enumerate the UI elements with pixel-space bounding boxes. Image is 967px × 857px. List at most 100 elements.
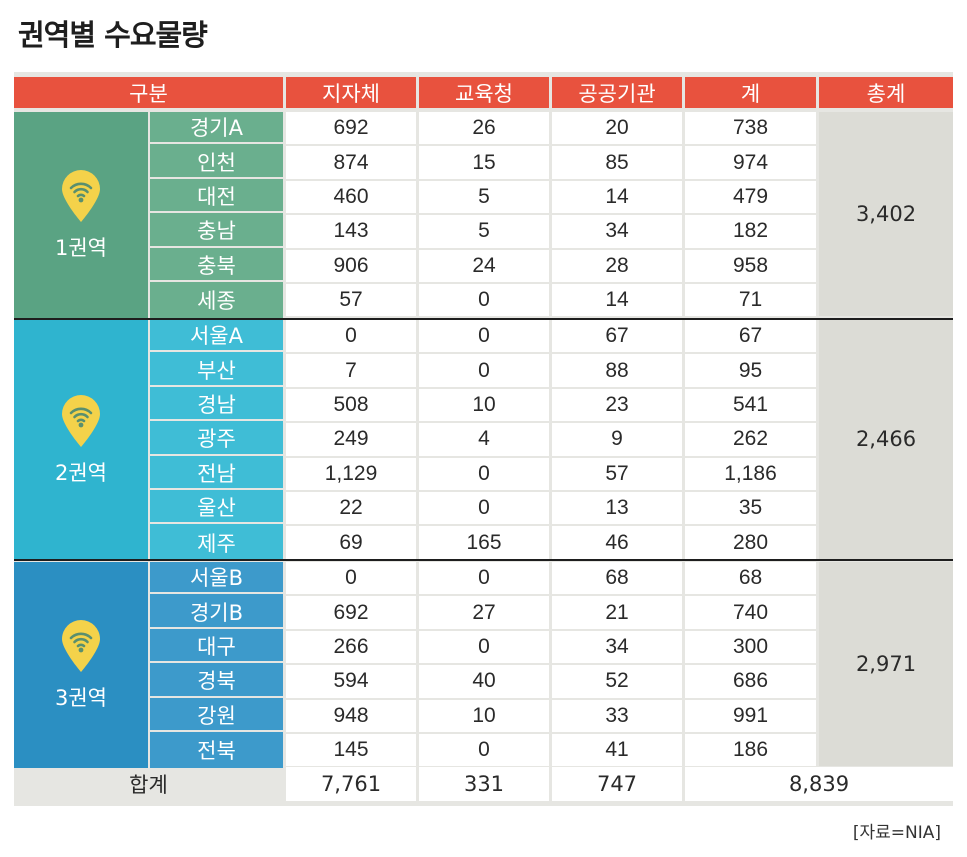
cell-sum: 35 [685, 492, 816, 525]
cell-local: 143 [286, 215, 416, 248]
cell-sum: 95 [685, 354, 816, 387]
cell-public: 21 [552, 596, 682, 629]
cell-local: 57 [286, 284, 416, 317]
cell-local: 906 [286, 249, 416, 282]
cell-sum: 958 [685, 249, 816, 282]
cell-edu: 0 [419, 354, 549, 387]
cell-sum: 182 [685, 215, 816, 248]
region-total: 2,971 [819, 562, 953, 767]
cell-edu: 10 [419, 388, 549, 422]
cell-public: 20 [552, 112, 682, 145]
region-block: 1권역 [14, 112, 148, 319]
cell-local: 0 [286, 320, 416, 353]
cell-local: 0 [286, 562, 416, 595]
cell-edu: 0 [419, 734, 549, 767]
cell-local: 508 [286, 388, 416, 422]
cell-public: 46 [552, 526, 682, 559]
header-local-gov: 지자체 [286, 77, 416, 108]
cell-edu: 40 [419, 665, 549, 698]
area-column [150, 562, 283, 769]
summary-local: 7,761 [286, 767, 416, 801]
source-note: [자료=NIA] [852, 823, 941, 843]
cell-local: 460 [286, 180, 416, 214]
cell-local: 249 [286, 423, 416, 456]
cell-edu: 4 [419, 423, 549, 456]
summary-total: 8,839 [685, 767, 953, 801]
area-name: 경남 [150, 389, 283, 422]
area-name: 대전 [150, 181, 283, 214]
area-name: 경기A [150, 112, 283, 145]
cell-public: 28 [552, 249, 682, 282]
area-name: 서울A [150, 320, 283, 353]
area-name: 울산 [150, 492, 283, 525]
cell-sum: 541 [685, 388, 816, 422]
area-name: 강원 [150, 700, 283, 732]
cell-public: 85 [552, 146, 682, 179]
cell-public: 57 [552, 457, 682, 490]
region-label: 1권역 [54, 236, 107, 261]
cell-local: 948 [286, 699, 416, 732]
cell-public: 34 [552, 630, 682, 664]
cell-public: 13 [552, 492, 682, 525]
area-name: 세종 [197, 289, 236, 314]
header-education: 교육청 [419, 77, 549, 108]
area-name: 전남 [150, 458, 283, 490]
cell-sum: 738 [685, 112, 816, 145]
region-block: 3권역 [14, 562, 148, 769]
cell-public: 9 [552, 423, 682, 456]
cell-sum: 479 [685, 180, 816, 214]
cell-public: 68 [552, 562, 682, 595]
cell-edu: 26 [419, 112, 549, 145]
cell-edu: 15 [419, 146, 549, 179]
cell-public: 34 [552, 215, 682, 248]
cell-edu: 165 [419, 526, 549, 559]
cell-public: 23 [552, 388, 682, 422]
page-title: 권역별 수요물량 [18, 18, 208, 52]
cell-public: 14 [552, 284, 682, 317]
cell-public: 14 [552, 180, 682, 214]
cell-edu: 0 [419, 562, 549, 595]
cell-sum: 71 [685, 284, 816, 317]
header-category: 구분 [14, 77, 283, 108]
cell-edu: 24 [419, 249, 549, 282]
cell-edu: 5 [419, 180, 549, 214]
cell-sum: 686 [685, 665, 816, 698]
cell-local: 692 [286, 596, 416, 629]
area-name: 충남 [150, 215, 283, 248]
area-name: 경기B [150, 596, 283, 629]
cell-sum: 262 [685, 423, 816, 456]
cell-sum: 67 [685, 320, 816, 353]
region-divider [14, 559, 953, 561]
area-name: 인천 [150, 146, 283, 179]
cell-sum: 68 [685, 562, 816, 595]
cell-edu: 0 [419, 320, 549, 353]
region-total: 2,466 [819, 320, 953, 559]
cell-edu: 10 [419, 699, 549, 732]
cell-sum: 974 [685, 146, 816, 179]
cell-public: 41 [552, 734, 682, 767]
cell-local: 1,129 [286, 457, 416, 490]
wifi-location-pin-icon [62, 170, 100, 223]
area-name: 서울B [150, 562, 283, 595]
area-name: 대구 [150, 631, 283, 664]
cell-edu: 5 [419, 215, 549, 248]
cell-sum: 280 [685, 526, 816, 559]
summary-label: 합계 [129, 773, 168, 797]
area-name: 경북 [150, 665, 283, 698]
region-label: 2권역 [54, 461, 107, 486]
cell-public: 33 [552, 699, 682, 732]
area-name: 광주 [150, 423, 283, 456]
cell-sum: 740 [685, 596, 816, 629]
region-total: 3,402 [819, 112, 953, 317]
cell-local: 22 [286, 492, 416, 525]
wifi-location-pin-icon [62, 620, 100, 673]
region-divider [14, 318, 953, 320]
cell-local: 7 [286, 354, 416, 387]
header-subtotal: 계 [685, 77, 816, 108]
area-name: 전북 [197, 739, 236, 764]
area-column [150, 112, 283, 319]
cell-edu: 0 [419, 492, 549, 525]
summary-edu: 331 [419, 767, 549, 801]
cell-sum: 300 [685, 630, 816, 664]
cell-edu: 0 [419, 284, 549, 317]
